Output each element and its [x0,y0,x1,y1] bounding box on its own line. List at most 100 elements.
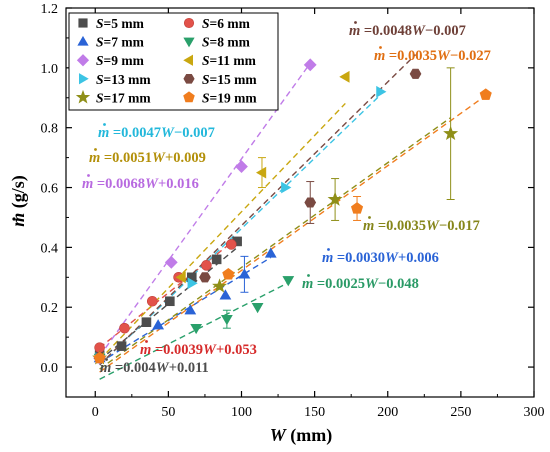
x-axis-label: W (mm) [270,425,333,446]
fit-label-coef: =0.0025 [313,276,365,292]
data-point [146,295,158,307]
legend-marker [183,37,195,48]
data-point [282,276,295,287]
data-point [164,255,178,269]
legend-label-symbol: S [96,72,104,87]
data-point [409,68,422,79]
fit-label-intercept: −0.027 [450,48,491,64]
legend-item: S=9 mm [76,53,145,68]
legend-marker [183,73,195,84]
legend-label: S=7 mm [96,35,145,50]
fit-label-intercept: +0.016 [158,176,199,192]
fit-label-intercept: +0.009 [165,150,206,166]
data-markers [92,58,492,365]
fit-label-intercept: −0.017 [439,218,480,234]
fit-label-m: m [302,276,313,292]
fit-label-dot [105,358,108,361]
data-point [211,254,222,265]
axes: 0 50 100 150 200 250 300 0.0 0.2 0.4 0.6 0.8 1.0 1.2 W… [8,2,545,446]
y-axis-symbol: m [8,213,28,227]
fit-label-dot [307,274,310,277]
data-point [141,317,152,327]
fit-label-2: m =0.0039W+0.053 [140,342,257,358]
legend-marker [76,54,90,67]
legend-item: S=15 mm [183,72,258,87]
legend-item: S=19 mm [183,90,257,105]
fit-label-dot [87,174,90,177]
data-point [255,166,267,179]
y-tick-label: 0.0 [41,361,59,376]
fit-label-w: W [385,250,399,266]
y-tick-label: 0.4 [41,241,59,256]
fit-label-coef: =0.0068 [93,176,145,192]
fit-label-dot [379,46,382,49]
legend-label: S=5 mm [96,16,145,31]
fit-label-intercept: −0.007 [425,23,466,39]
legend-label: S=9 mm [96,53,145,68]
data-point [327,191,343,206]
fit-label-5: m =0.0068W+0.016 [82,176,199,192]
legend-label-value: =7 mm [104,35,145,50]
fit-line-8 [99,54,417,366]
y-tick-label: 1.0 [41,62,59,77]
fit-label-9: m =0.0035W−0.017 [363,218,480,234]
legend-label-value: =6 mm [210,16,251,31]
legend-label-value: =11 mm [210,53,257,68]
fit-label-w: W [203,342,217,358]
legend-item: S=7 mm [77,35,145,50]
data-point [187,277,198,290]
fit-label-coef: =0.0051 [100,150,152,166]
legend-label-symbol: S [96,53,104,68]
fit-label-3: m =0.0030W+0.006 [322,250,439,266]
data-point [119,322,130,334]
legend-label-symbol: S [96,35,104,50]
x-axis-unit: (mm) [286,425,332,446]
fit-label-m: m [322,250,333,266]
legend-marker [183,54,193,66]
legend-item: S=13 mm [78,72,151,87]
fit-label-m: m [98,125,109,141]
legend-marker [75,89,91,104]
fit-line-10 [99,94,487,373]
data-point [264,247,277,258]
legend-label-symbol: S [96,16,104,31]
data-point [201,260,212,271]
fit-label-intercept: +0.011 [169,360,209,376]
fit-label-w: W [365,276,379,292]
fit-label-dot [368,216,371,219]
fit-label-coef: =0.0047 [109,125,161,141]
data-point [199,272,211,283]
data-point [251,303,264,314]
data-point [175,271,186,284]
data-point [219,289,232,300]
x-tick-label: 250 [450,405,471,420]
data-point [190,323,203,335]
legend-item: S=11 mm [183,53,257,68]
fit-label-intercept: −0.048 [378,276,419,292]
fit-line-4 [99,282,289,380]
x-tick-label: 100 [231,405,252,420]
data-point [93,351,106,364]
legend-label-symbol: S [202,90,210,105]
legend-label-value: =15 mm [210,72,258,87]
fit-label-m: m [82,176,93,192]
data-point [222,267,235,280]
fit-label-7: m =0.0047W−0.007 [98,125,215,141]
fit-label-dot [94,148,97,151]
legend-item: S=5 mm [78,16,145,31]
data-point [376,85,387,98]
fit-line-6 [99,102,346,361]
data-point [116,341,127,351]
fit-label-coef: =0.0035 [374,218,426,234]
plot-frame [65,7,535,398]
data-point [184,304,197,315]
legend-marker [78,18,88,28]
y-tick-label: 0.8 [41,122,59,137]
fit-label-m: m [140,342,151,358]
x-tick-label: 150 [304,405,325,420]
legend-label-symbol: S [202,16,210,31]
x-tick-label: 200 [377,405,398,420]
data-point [350,202,364,214]
